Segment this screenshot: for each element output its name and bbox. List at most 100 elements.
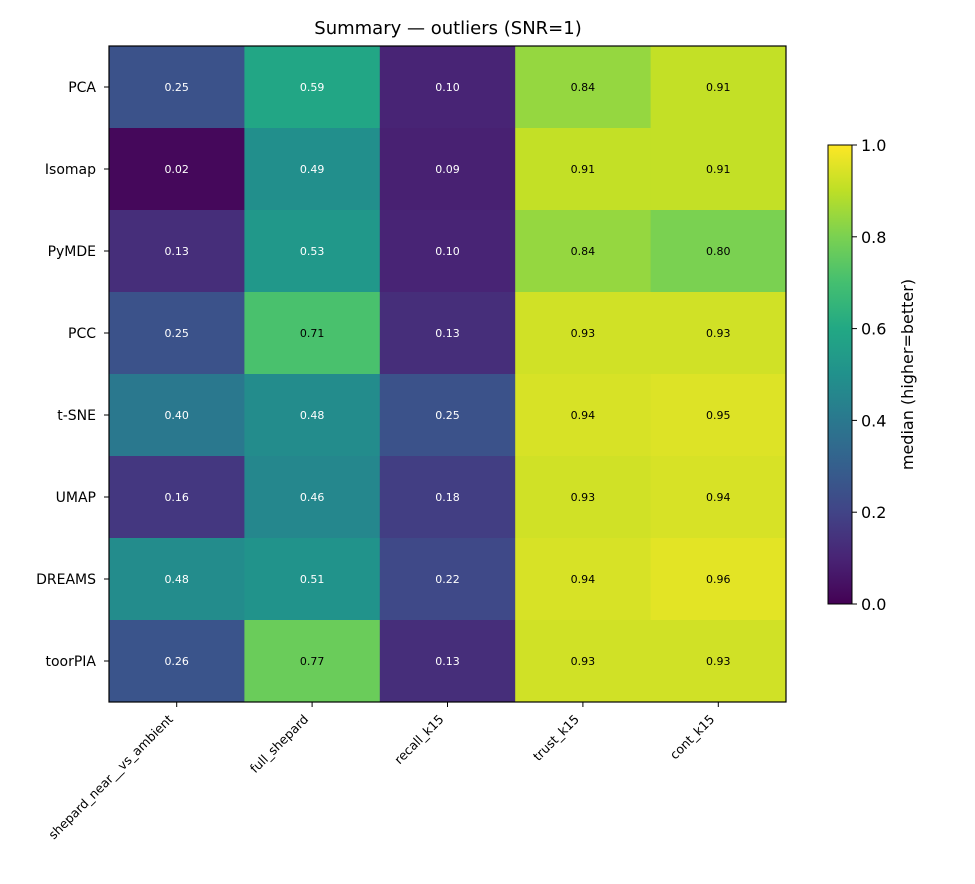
heatmap-cell [515, 46, 652, 129]
heatmap-cell [650, 456, 787, 539]
cell-value-label: 0.13 [435, 327, 460, 340]
heatmap-cell [379, 128, 516, 211]
heatmap-cell [650, 46, 787, 129]
cell-value-label: 0.71 [300, 327, 325, 340]
heatmap-cell [109, 456, 245, 539]
x-tick-label: shepard_near__vs_ambient [45, 711, 176, 842]
cell-value-label: 0.10 [435, 245, 460, 258]
heatmap-cell [515, 538, 652, 621]
x-tick-label: cont_k15 [667, 712, 718, 763]
heatmap-cell [650, 128, 787, 211]
heatmap-cell [109, 620, 245, 703]
colorbar-tick-label: 0.8 [861, 228, 886, 247]
cell-value-label: 0.59 [300, 81, 325, 94]
x-tick-label: recall_k15 [391, 712, 446, 767]
cell-value-label: 0.48 [164, 573, 189, 586]
cell-value-label: 0.77 [300, 655, 325, 668]
heatmap-cell [244, 210, 381, 293]
heatmap-cell [515, 620, 652, 703]
heatmap-cell [515, 374, 652, 457]
y-tick-label: Isomap [45, 162, 96, 178]
cell-value-label: 0.93 [571, 327, 596, 340]
y-tick-label: UMAP [56, 490, 96, 506]
cell-value-label: 0.25 [435, 409, 460, 422]
cell-value-label: 0.09 [435, 163, 460, 176]
x-axis: shepard_near__vs_ambient full_shepard reca… [45, 702, 719, 842]
cell-value-label: 0.02 [164, 163, 189, 176]
heatmap-cell [515, 128, 652, 211]
y-axis: PCA Isomap PyMDE PCC t-SNE UMAP DREAMS toorPIA [36, 80, 109, 670]
colorbar-tick-label: 0.4 [861, 411, 886, 430]
y-tick-label: PyMDE [48, 244, 96, 260]
heatmap-cell [379, 456, 516, 539]
colorbar-label: median (higher=better) [898, 279, 917, 470]
cell-value-label: 0.26 [164, 655, 189, 668]
colorbar-tick-label: 0.6 [861, 320, 886, 339]
cell-value-label: 0.13 [164, 245, 189, 258]
colorbar-frame [827, 144, 853, 605]
cell-value-label: 0.48 [300, 409, 325, 422]
heatmap-cell [379, 46, 516, 129]
cell-value-label: 0.80 [706, 245, 731, 258]
colorbar-gradient [828, 145, 852, 604]
colorbar-tick-label: 0.2 [861, 503, 886, 522]
heatmap-cell [650, 210, 787, 293]
colorbar: 0.0 0.2 0.4 0.6 0.8 1.0 median (higher=better) [827, 136, 917, 614]
cell-value-label: 0.91 [706, 163, 731, 176]
heatmap-cell [109, 374, 245, 457]
cell-value-label: 0.95 [706, 409, 731, 422]
cell-value-label: 0.53 [300, 245, 325, 258]
cell-value-label: 0.91 [571, 163, 596, 176]
cell-value-label: 0.84 [571, 245, 596, 258]
cell-value-label: 0.93 [706, 655, 731, 668]
heatmap-cell [379, 210, 516, 293]
cell-value-label: 0.13 [435, 655, 460, 668]
heatmap-cell [515, 210, 652, 293]
colorbar-tick-label: 0.0 [861, 595, 886, 614]
cell-value-label: 0.93 [571, 655, 596, 668]
heatmap-cell [379, 538, 516, 621]
heatmap-cell [515, 456, 652, 539]
cell-value-label: 0.96 [706, 573, 731, 586]
heatmap-cell [650, 292, 787, 375]
cell-value-label: 0.93 [706, 327, 731, 340]
heatmap-cell [650, 538, 787, 621]
cell-value-label: 0.10 [435, 81, 460, 94]
heatmap-cell [244, 538, 381, 621]
cell-value-label: 0.22 [435, 573, 460, 586]
cell-value-label: 0.25 [164, 81, 189, 94]
cell-value-label: 0.18 [435, 491, 460, 504]
cell-value-label: 0.40 [164, 409, 189, 422]
heatmap-cell [244, 292, 381, 375]
y-tick-label: DREAMS [36, 572, 96, 588]
cell-value-label: 0.51 [300, 573, 325, 586]
colorbar-tick-label: 1.0 [861, 136, 886, 155]
heatmap-cell [515, 292, 652, 375]
heatmap-cell [109, 210, 245, 293]
y-tick-label: toorPIA [45, 654, 96, 670]
cell-value-label: 0.46 [300, 491, 325, 504]
heatmap-cell [109, 46, 245, 129]
heatmap-cell [650, 374, 787, 457]
x-tick-label: full_shepard [247, 712, 311, 776]
heatmap-cell [109, 292, 245, 375]
chart-title: Summary — outliers (SNR=1) [314, 18, 581, 39]
heatmap-cell [379, 620, 516, 703]
cell-value-label: 0.94 [571, 409, 596, 422]
heatmap-cell [109, 538, 245, 621]
heatmap-cell [379, 292, 516, 375]
cell-value-label: 0.25 [164, 327, 189, 340]
cell-value-label: 0.16 [164, 491, 189, 504]
heatmap-cell [244, 456, 381, 539]
heatmap-cell [244, 374, 381, 457]
cell-value-label: 0.93 [571, 491, 596, 504]
cell-value-label: 0.49 [300, 163, 325, 176]
heatmap-cell [109, 128, 245, 211]
heatmap-cell-labels: 0.25 0.59 0.10 0.84 0.91 0.02 0.49 0.09 0.91 0.91… [164, 81, 730, 668]
cell-value-label: 0.94 [571, 573, 596, 586]
heatmap-cell [379, 374, 516, 457]
y-tick-label: t-SNE [57, 408, 96, 424]
cell-value-label: 0.91 [706, 81, 731, 94]
heatmap-cell [650, 620, 787, 703]
